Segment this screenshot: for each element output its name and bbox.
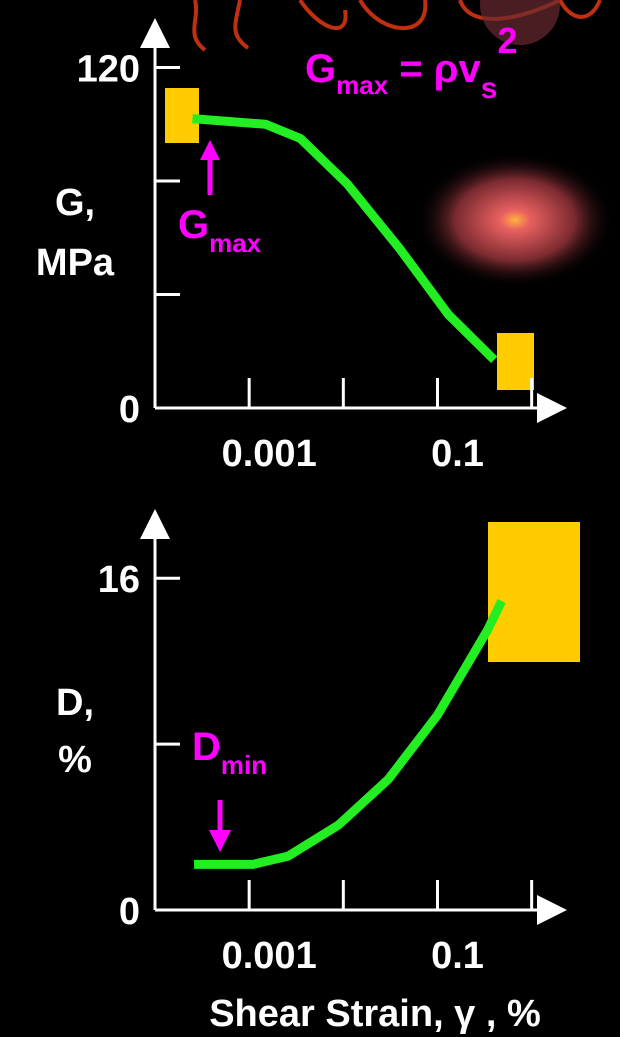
y-axis-label: G,	[55, 182, 95, 224]
formula-base: G	[305, 47, 336, 91]
y-tick-label: 120	[77, 49, 140, 91]
page: {"chart_data": [ {"type": "line", "ylabe…	[0, 0, 620, 1037]
annotation-sub: max	[209, 228, 262, 258]
x-tick-label: 0.001	[222, 433, 317, 475]
annotation: Dmin	[192, 725, 267, 780]
y-tick-label: 16	[98, 559, 140, 601]
y-axis-label: MPa	[36, 242, 115, 284]
decoration	[165, 0, 615, 852]
x-axis-label: Shear Strain, γ , %	[209, 993, 541, 1035]
formula: Gmax = ρvs 2	[305, 20, 517, 105]
formula-sub2: s	[481, 72, 498, 105]
x-tick-label: 0.1	[431, 935, 484, 977]
data-line	[194, 601, 502, 864]
y-axis-label: %	[58, 739, 92, 781]
x-tick-label: 0.001	[222, 935, 317, 977]
y-tick-label: 0	[119, 891, 140, 933]
annotation-sub: min	[221, 750, 267, 780]
chart: Gmax = ρvs 2 Gmax Dmin Shear Strain, γ , …	[0, 0, 620, 1037]
x-tick-label: 0.1	[431, 433, 484, 475]
annotation-text: G	[178, 203, 209, 247]
y-tick-label: 0	[119, 389, 140, 431]
annotation: Gmax	[178, 203, 262, 258]
formula-sup: 2	[497, 20, 517, 61]
formula-sub: max	[336, 70, 389, 100]
formula-mid: = ρv	[388, 47, 481, 91]
annotation-text: D	[192, 725, 221, 769]
y-axis-label: D,	[56, 682, 94, 724]
